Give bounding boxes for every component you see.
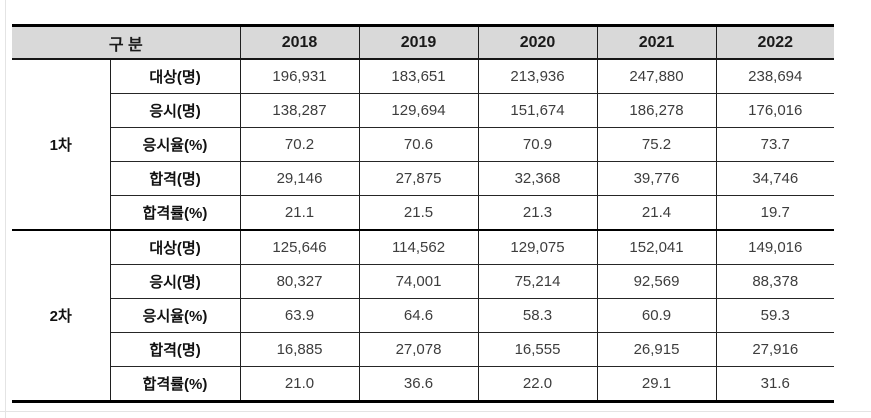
data-cell: 26,915: [597, 332, 717, 367]
data-cell: 92,569: [597, 264, 717, 299]
data-cell: 16,885: [240, 332, 360, 367]
data-cell: 36.6: [359, 366, 479, 402]
data-cell: 186,278: [597, 93, 717, 128]
data-cell: 59.3: [716, 298, 835, 333]
page-border-left: [5, 0, 6, 418]
row-label: 응시율(%): [110, 298, 241, 333]
data-cell: 183,651: [359, 59, 479, 94]
row-label: 대상(명): [110, 230, 241, 265]
data-cell: 129,075: [478, 230, 598, 265]
data-cell: 27,875: [359, 161, 479, 196]
data-cell: 151,674: [478, 93, 598, 128]
data-cell: 63.9: [240, 298, 360, 333]
data-cell: 21.5: [359, 195, 479, 231]
data-cell: 34,746: [716, 161, 835, 196]
header-year-2021: 2021: [596, 25, 717, 60]
row-label: 응시율(%): [110, 127, 241, 162]
data-cell: 88,378: [716, 264, 835, 299]
row-label: 합격(명): [110, 161, 241, 196]
header-year-2020: 2020: [477, 25, 598, 60]
data-cell: 39,776: [597, 161, 717, 196]
data-cell: 29,146: [240, 161, 360, 196]
data-cell: 213,936: [478, 59, 598, 94]
data-cell: 247,880: [597, 59, 717, 94]
data-cell: 129,694: [359, 93, 479, 128]
data-cell: 149,016: [716, 230, 835, 265]
data-cell: 32,368: [478, 161, 598, 196]
row-label: 대상(명): [110, 59, 241, 94]
data-cell: 64.6: [359, 298, 479, 333]
data-cell: 74,001: [359, 264, 479, 299]
data-cell: 70.2: [240, 127, 360, 162]
header-row: 구 분 2018 2019 2020 2021 2022: [12, 25, 835, 60]
table-row: 합격률(%) 21.1 21.5 21.3 21.4 19.7: [12, 195, 835, 231]
data-cell: 16,555: [478, 332, 598, 367]
row-label: 응시(명): [110, 93, 241, 128]
data-cell: 138,287: [240, 93, 360, 128]
data-cell: 60.9: [597, 298, 717, 333]
exam-statistics-table: 구 분 2018 2019 2020 2021 2022 1차 대상(명) 19…: [12, 24, 835, 403]
data-cell: 196,931: [240, 59, 360, 94]
page-border-bottom: [0, 411, 871, 412]
data-cell: 21.1: [240, 195, 360, 231]
data-cell: 238,694: [716, 59, 835, 94]
data-cell: 29.1: [597, 366, 717, 402]
row-label: 합격률(%): [110, 366, 241, 402]
data-cell: 27,078: [359, 332, 479, 367]
data-cell: 70.9: [478, 127, 598, 162]
data-cell: 21.0: [240, 366, 360, 402]
data-cell: 176,016: [716, 93, 835, 128]
table-row: 응시(명) 80,327 74,001 75,214 92,569 88,378: [12, 264, 835, 299]
section-label-round1: 1차: [12, 59, 111, 231]
data-cell: 80,327: [240, 264, 360, 299]
data-cell: 22.0: [478, 366, 598, 402]
data-cell: 73.7: [716, 127, 835, 162]
data-cell: 31.6: [760, 375, 790, 392]
table-row: 합격(명) 29,146 27,875 32,368 39,776 34,746: [12, 161, 835, 196]
table-row: 응시(명) 138,287 129,694 151,674 186,278 17…: [12, 93, 835, 128]
header-category: 구 분: [12, 25, 241, 60]
row-label: 합격률(%): [110, 195, 241, 231]
table-row: 응시율(%) 70.2 70.6 70.9 75.2 73.7: [12, 127, 835, 162]
table-row: 1차 대상(명) 196,931 183,651 213,936 247,880…: [12, 59, 835, 231]
data-cell: 125,646: [240, 230, 360, 265]
table-row: 합격(명) 16,885 27,078 16,555 26,915 27,916: [12, 332, 835, 367]
table-row: 합격률(%) 21.0 36.6 22.0 29.1 31.6: [12, 366, 834, 402]
data-cell: 152,041: [597, 230, 717, 265]
data-cell: 75,214: [478, 264, 598, 299]
data-cell: 58.3: [478, 298, 598, 333]
data-cell: 21.3: [478, 195, 598, 231]
data-cell: 75.2: [597, 127, 717, 162]
header-year-2019: 2019: [358, 25, 479, 60]
row-label: 합격(명): [110, 332, 241, 367]
data-cell: 114,562: [359, 230, 479, 265]
row-label: 응시(명): [110, 264, 241, 299]
table-row: 응시율(%) 63.9 64.6 58.3 60.9 59.3: [12, 298, 835, 333]
section-label-round2: 2차: [12, 230, 111, 402]
data-cell: 70.6: [359, 127, 479, 162]
header-year-2018: 2018: [239, 25, 360, 60]
data-cell: 19.7: [716, 195, 835, 231]
header-year-2022: 2022: [715, 25, 835, 60]
table-row: 2차 대상(명) 125,646 114,562 129,075 152,041…: [12, 230, 835, 402]
data-cell: 27,916: [716, 332, 835, 367]
data-cell: 21.4: [597, 195, 717, 231]
